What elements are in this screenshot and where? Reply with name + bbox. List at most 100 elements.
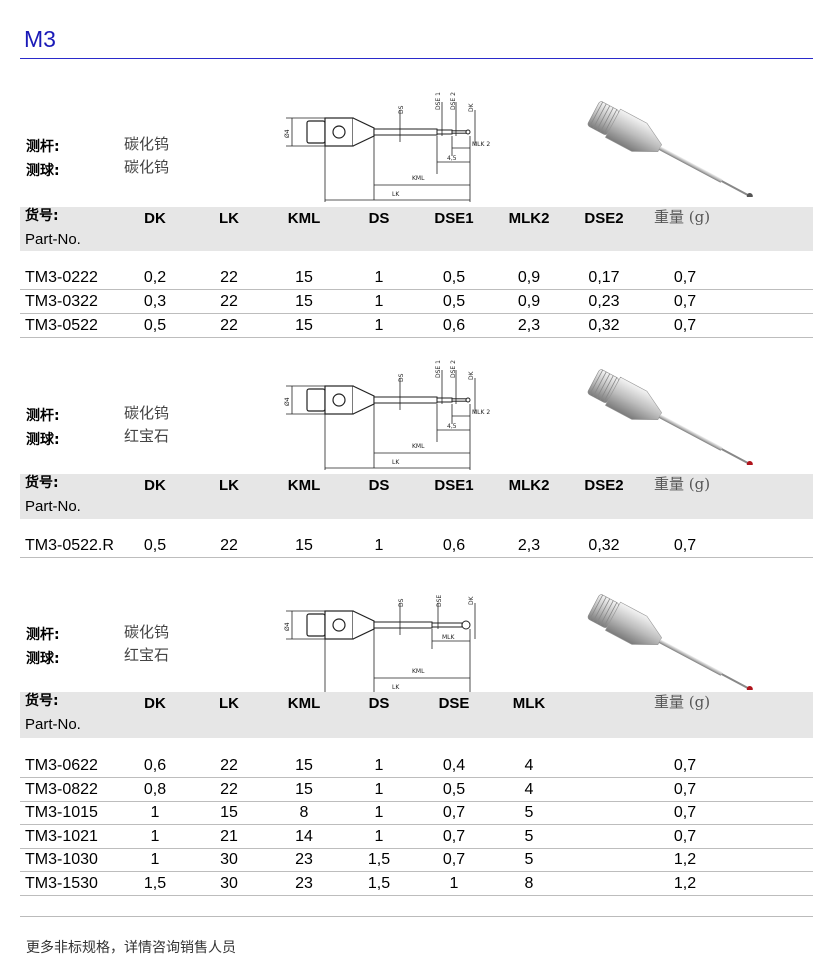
probe-photo [587,369,753,465]
step-label: 4,5 [447,155,457,162]
table-row: TM3-1021 1 21 14 1 0,7 5 0,7 [20,825,813,849]
part-number: TM3-0522 [25,317,98,334]
table-header: 货号: Part-No. DK LK KML DS DSE1 MLK2 DSE2 重量 (g) [20,207,813,251]
cell-value: 0,6 [442,537,466,554]
cell-value: 0,7 [442,827,466,845]
footer-divider [20,916,813,917]
cell-value: 1,2 [673,851,697,868]
probe-body [324,610,354,640]
stylus-shaft [373,128,438,136]
stylus-step-2 [451,130,467,134]
column-header: DK [144,695,166,712]
photo-ball [746,461,753,465]
table-row: TM3-0822 0,8 22 15 1 0,5 4 0,7 [20,778,813,802]
dse1-label: DSE 1 [435,360,442,378]
cell-value: 0,6 [442,317,466,334]
cell-value: 0,7 [673,804,697,821]
photo-thread-groove [603,109,618,135]
mlk-label: MLK 2 [472,141,490,148]
column-header: LK [219,210,239,227]
cell-value: 1,5 [143,874,167,892]
photo-body [605,376,662,420]
dse1-label: DSE 1 [435,92,442,110]
cell-value: 15 [295,293,313,310]
photo-thread-groove [589,594,604,620]
cell-value: 0,7 [673,269,697,286]
diameter-label: Ø4 [284,397,291,406]
column-header: KML [287,210,321,227]
ds-label: DS [398,105,405,114]
table-header: 货号: Part-No. DK LK KML DS DSE1 MLK2 DSE2 重量 (g) [20,474,813,519]
cell-value: 30 [220,851,238,868]
table-row: TM3-1530 1,5 30 23 1,5 1 8 1,2 [20,872,813,896]
title-divider [20,58,813,59]
dk-label: DK [468,595,475,605]
cell-value: 4 [524,780,534,798]
stylus-step-1 [436,129,453,135]
photo-tip [721,673,749,689]
stylus-ball [461,620,471,630]
stylus-label: 测杆: [26,408,60,424]
photo-shaft [658,146,723,183]
diameter-label: Ø4 [284,129,291,138]
dk-label: DK [468,102,475,112]
photo-thread-groove [589,101,604,127]
cell-value: 2,3 [517,537,541,554]
weight-header: 重量 (g) [654,693,711,711]
photo-thread-groove [599,600,614,626]
cell-value: 0,32 [588,537,620,554]
stylus-ball [465,129,471,135]
stylus-ball [465,397,471,403]
column-header: DSE1 [434,210,474,227]
cell-value: 0,2 [143,269,167,286]
cell-value: 23 [295,874,313,892]
dimension-drawing: Ø4 DS DSE 1 DSE 2 DK MLK 2 4,5 KML LK [284,92,490,202]
part-no-header-cn: 货号: [25,475,59,491]
table-row: TM3-1030 1 30 23 1,5 0,7 5 1,2 [20,848,813,872]
photo-shaft [658,639,723,676]
cell-value: 0,7 [673,317,697,334]
ds-label: DS [398,598,405,607]
wrench-hole [332,618,346,632]
cell-value: 5 [524,851,534,868]
cell-value: 21 [220,827,238,845]
probe-cone [352,610,375,640]
ball-material: 红宝石 [124,646,170,664]
probe-cone [352,117,375,147]
table-row: TM3-0222 0,2 22 15 1 0,5 0,9 0,17 0,7 [20,266,813,290]
cell-value: 0,32 [588,317,620,334]
photo-ball [746,193,753,197]
lk-label: LK [392,459,400,466]
cell-value: 0,5 [442,269,466,286]
photo-thread-groove [596,598,611,624]
probe-cone [352,385,375,415]
photo-ball [746,686,753,690]
part-number: TM3-0322 [25,293,98,310]
part-number: TM3-1030 [25,851,98,868]
photo-tip [721,448,749,464]
stylus-step-1 [436,397,453,403]
part-no-header-en: Part-No. [25,716,81,733]
column-header: DSE1 [434,477,474,494]
weight-header: 重量 (g) [654,208,711,226]
column-header: MLK2 [508,477,550,494]
cell-value: 1 [374,269,384,286]
ball-label: 测球: [26,432,60,448]
cell-value: 30 [220,874,238,892]
ball-label: 测球: [26,163,60,179]
cell-value: 0,5 [442,293,466,310]
photo-thread-groove [603,602,618,628]
photo-thread-groove [596,105,611,131]
cell-value: 0,3 [143,293,167,310]
table-row: TM3-0522 0,5 22 15 1 0,6 2,3 0,32 0,7 [20,314,813,338]
column-header: MLK2 [508,210,550,227]
cell-value: 15 [295,537,313,554]
wrench-hole [332,125,346,139]
probe-body [324,385,354,415]
column-header: DSE2 [584,210,624,227]
mlk-label: MLK [442,634,456,641]
cell-value: 0,9 [517,293,541,310]
kml-label: KML [412,175,425,182]
cell-value: 0,7 [442,851,466,868]
